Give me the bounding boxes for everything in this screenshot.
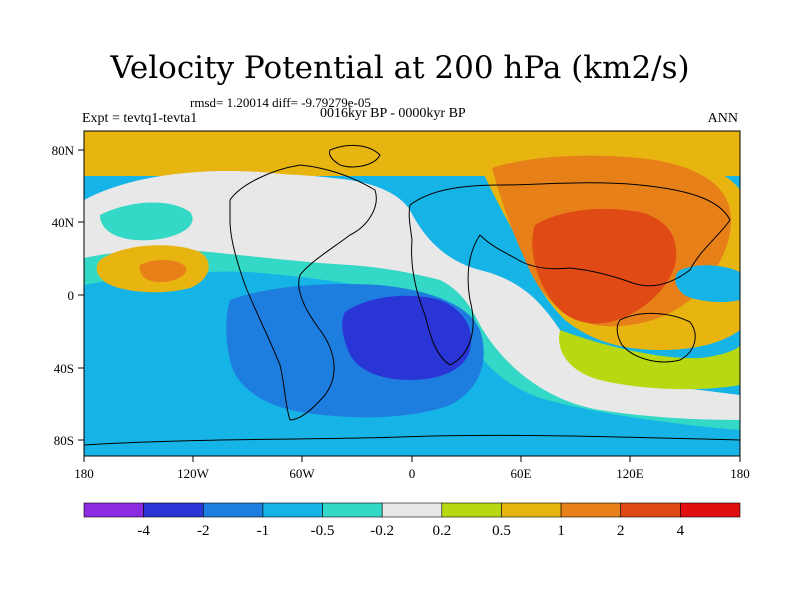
lon-label: 180 — [730, 466, 750, 481]
legend-label: -1 — [257, 523, 270, 539]
west-pacific-negative — [675, 265, 740, 303]
legend-swatch — [501, 502, 562, 518]
lon-label: 60E — [511, 466, 532, 481]
color-legend — [83, 502, 741, 518]
legend-label: 0.2 — [432, 523, 451, 539]
coastlines — [84, 144, 740, 446]
plot-title: Velocity Potential at 200 hPa (km2/s) — [110, 50, 690, 86]
americas-coast — [229, 164, 377, 421]
australia-coast — [616, 312, 696, 363]
lon-label: 120W — [177, 466, 210, 481]
lat-label: 0 — [68, 288, 75, 303]
axis-ticks — [78, 149, 741, 462]
legend-swatch — [143, 502, 204, 518]
legend-swatch — [680, 502, 741, 518]
legend-swatch — [381, 502, 443, 518]
legend-label: 2 — [617, 523, 625, 539]
legend-swatch — [322, 502, 383, 518]
lat-label: 80N — [52, 143, 75, 158]
legend-swatch — [560, 502, 622, 518]
lat-label: 80S — [54, 433, 74, 448]
legend-label: -2 — [197, 523, 210, 539]
contour-field — [84, 131, 740, 456]
legend-label: -0.2 — [370, 523, 394, 539]
legend-label: -4 — [137, 523, 150, 539]
southern-fringe — [559, 330, 740, 390]
stats-line: rmsd= 1.20014 diff= -9.79279e-05 — [190, 95, 371, 110]
experiment-label: Expt = tevtq1-tevta1 — [82, 111, 198, 126]
lon-tick-labels: 180 120W 60W 0 60E 120E 180 — [74, 466, 750, 481]
asia-maximum — [532, 208, 677, 324]
lat-tick-labels: 80N 40N 0 40S 80S — [52, 143, 75, 448]
greenland-coast — [329, 144, 381, 168]
legend-label: 4 — [677, 523, 685, 539]
legend-swatch — [441, 502, 502, 518]
lon-label: 120E — [616, 466, 644, 481]
lon-label: 180 — [74, 466, 94, 481]
legend-label: 1 — [557, 523, 565, 539]
north-pacific-negative — [100, 202, 193, 241]
eurasia-africa-coast — [408, 182, 731, 366]
neutral-region-north — [84, 170, 393, 267]
lat-label: 40S — [54, 361, 74, 376]
legend-label: -0.5 — [311, 523, 335, 539]
season-label: ANN — [707, 111, 738, 126]
lon-label: 0 — [409, 466, 416, 481]
antarctica-coast — [84, 434, 740, 446]
lat-label: 40N — [52, 215, 75, 230]
legend-swatch — [83, 502, 144, 518]
legend-label: 0.5 — [492, 523, 511, 539]
period-label: 0016kyr BP - 0000kyr BP — [320, 106, 466, 121]
south-atlantic-minimum — [342, 295, 472, 380]
lon-label: 60W — [289, 466, 315, 481]
legend-swatch — [262, 502, 323, 518]
legend-swatch — [620, 502, 681, 518]
legend-swatch — [202, 502, 264, 518]
legend-labels: -4 -2 -1 -0.5 -0.2 0.2 0.5 1 2 4 — [137, 523, 684, 539]
pacific-positive-core — [139, 259, 187, 283]
